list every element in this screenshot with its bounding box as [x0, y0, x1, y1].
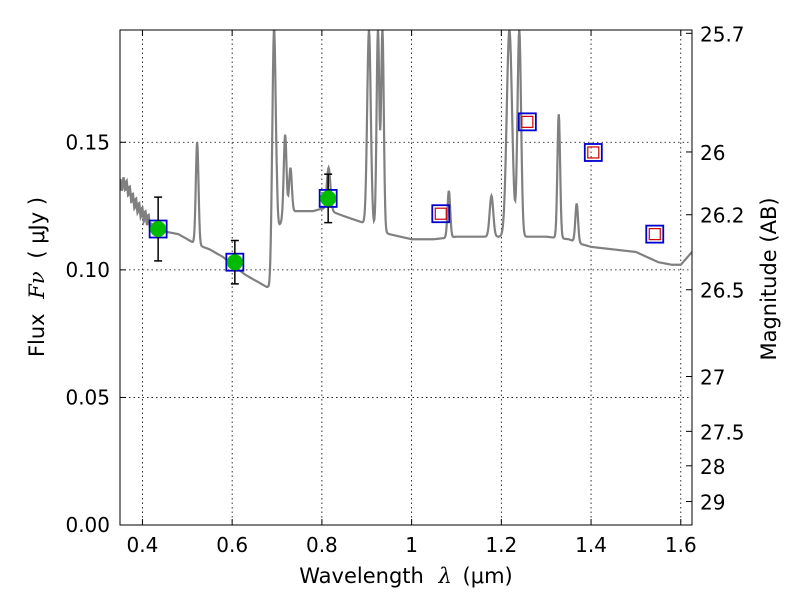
x-axis-label-symbol: λ	[438, 564, 452, 588]
y2-tick-label: 26	[700, 141, 725, 165]
observed-flux-point	[226, 254, 243, 271]
x-axis-label: Wavelength λ (μm)	[299, 564, 512, 588]
observed-flux-point	[320, 190, 337, 207]
grid	[120, 30, 692, 525]
model-flux-square	[645, 224, 665, 244]
y2-tick-label: 26.5	[700, 279, 745, 303]
x-axis-label-unit: (μm)	[463, 564, 513, 588]
y-axis-label-symbol: Fν	[25, 271, 49, 300]
x-axis-label-text: Wavelength	[299, 564, 424, 588]
x-tick-label: 0.6	[216, 533, 248, 557]
plot-frame	[119, 29, 693, 526]
y2-tick-label: 28	[700, 455, 725, 479]
y2-tick-label: 26.2	[700, 204, 745, 228]
y2-tick-label: 25.7	[700, 22, 745, 46]
predicted-flux-square	[648, 228, 661, 241]
x-tick-label: 1.6	[665, 533, 697, 557]
x-tick-label: 1	[405, 533, 418, 557]
x-tick-label: 1.4	[575, 533, 607, 557]
y-axis-label-unit: ( μJy )	[25, 197, 49, 259]
model-flux-square	[583, 143, 603, 162]
spectrum-line	[120, 30, 692, 289]
y-tick-label: 0.10	[65, 258, 110, 282]
y-tick-label: 0.00	[65, 513, 110, 537]
y-tick-label: 0.15	[65, 130, 110, 154]
y-axis-label: Flux Fν ( μJy )	[25, 197, 49, 357]
y2-tick-label: 27.5	[700, 420, 745, 444]
y2-tick-label: 29	[700, 491, 725, 515]
right-axis-label: Magnitude (AB)	[757, 197, 781, 360]
model-spectrum	[120, 30, 692, 289]
x-tick-label: 0.4	[127, 533, 159, 557]
y-tick-label: 0.05	[65, 385, 110, 409]
axis-ticks: 0.4 0.6 0.8 1 1.2 1.4 1.6 0.00 0.05 0.10 0.15 25.7 2…	[65, 22, 744, 557]
y2-tick-label: 27	[700, 366, 725, 390]
observed-flux-point	[150, 221, 167, 238]
model-flux-square	[431, 204, 451, 224]
model-flux-square	[517, 112, 537, 132]
x-tick-label: 1.2	[485, 533, 517, 557]
predicted-flux-square	[434, 207, 447, 220]
predicted-flux-square	[587, 146, 600, 159]
y-axis-label-text: Flux	[25, 313, 49, 357]
x-tick-label: 0.8	[306, 533, 338, 557]
photometry-markers	[148, 112, 665, 285]
predicted-flux-square	[521, 115, 534, 128]
